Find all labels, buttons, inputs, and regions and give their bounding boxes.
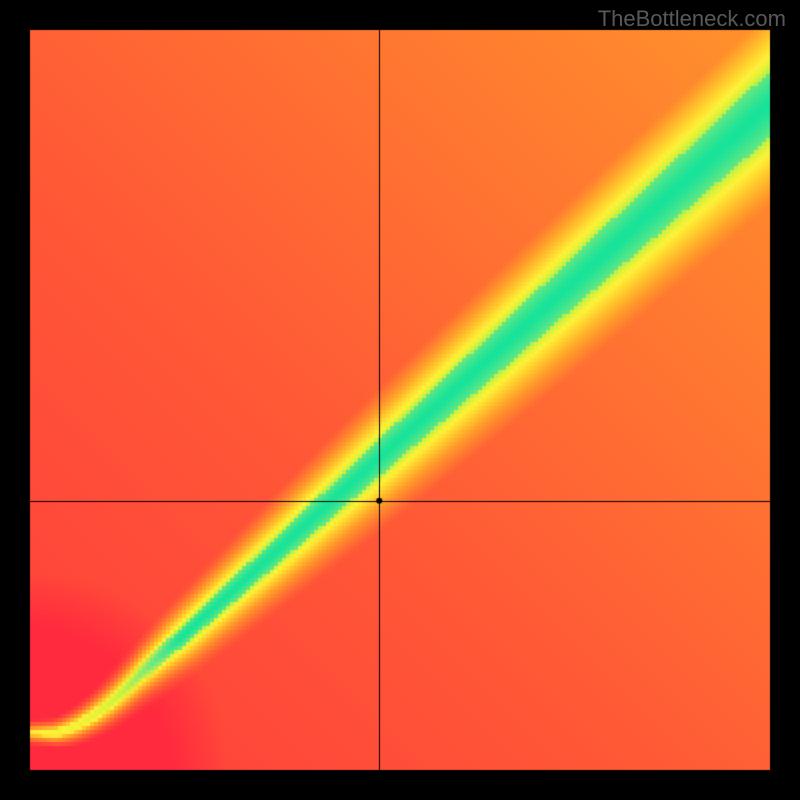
watermark-text: TheBottleneck.com	[598, 6, 786, 32]
heatmap-canvas	[0, 0, 800, 800]
chart-container: TheBottleneck.com	[0, 0, 800, 800]
